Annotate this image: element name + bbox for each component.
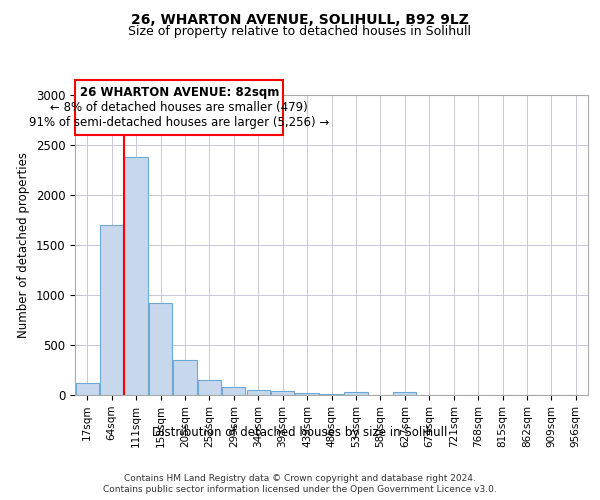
Bar <box>124 157 148 395</box>
FancyBboxPatch shape <box>76 80 283 135</box>
Bar <box>198 380 221 395</box>
Y-axis label: Number of detached properties: Number of detached properties <box>17 152 30 338</box>
Text: 91% of semi-detached houses are larger (5,256) →: 91% of semi-detached houses are larger (… <box>29 116 329 130</box>
Bar <box>320 394 343 395</box>
Text: ← 8% of detached houses are smaller (479): ← 8% of detached houses are smaller (479… <box>50 101 308 114</box>
Bar <box>222 387 245 395</box>
Bar <box>369 394 392 395</box>
Text: Size of property relative to detached houses in Solihull: Size of property relative to detached ho… <box>128 25 472 38</box>
Bar <box>393 392 416 395</box>
Text: 26, WHARTON AVENUE, SOLIHULL, B92 9LZ: 26, WHARTON AVENUE, SOLIHULL, B92 9LZ <box>131 12 469 26</box>
Bar <box>271 390 294 395</box>
Text: Contains HM Land Registry data © Crown copyright and database right 2024.: Contains HM Land Registry data © Crown c… <box>124 474 476 483</box>
Bar <box>149 303 172 395</box>
Bar <box>173 360 197 395</box>
Bar <box>247 390 270 395</box>
Text: Distribution of detached houses by size in Solihull: Distribution of detached houses by size … <box>152 426 448 439</box>
Text: 26 WHARTON AVENUE: 82sqm: 26 WHARTON AVENUE: 82sqm <box>80 86 279 98</box>
Text: Contains public sector information licensed under the Open Government Licence v3: Contains public sector information licen… <box>103 485 497 494</box>
Bar <box>344 392 368 395</box>
Bar <box>76 383 99 395</box>
Bar <box>100 225 123 395</box>
Bar <box>295 393 319 395</box>
